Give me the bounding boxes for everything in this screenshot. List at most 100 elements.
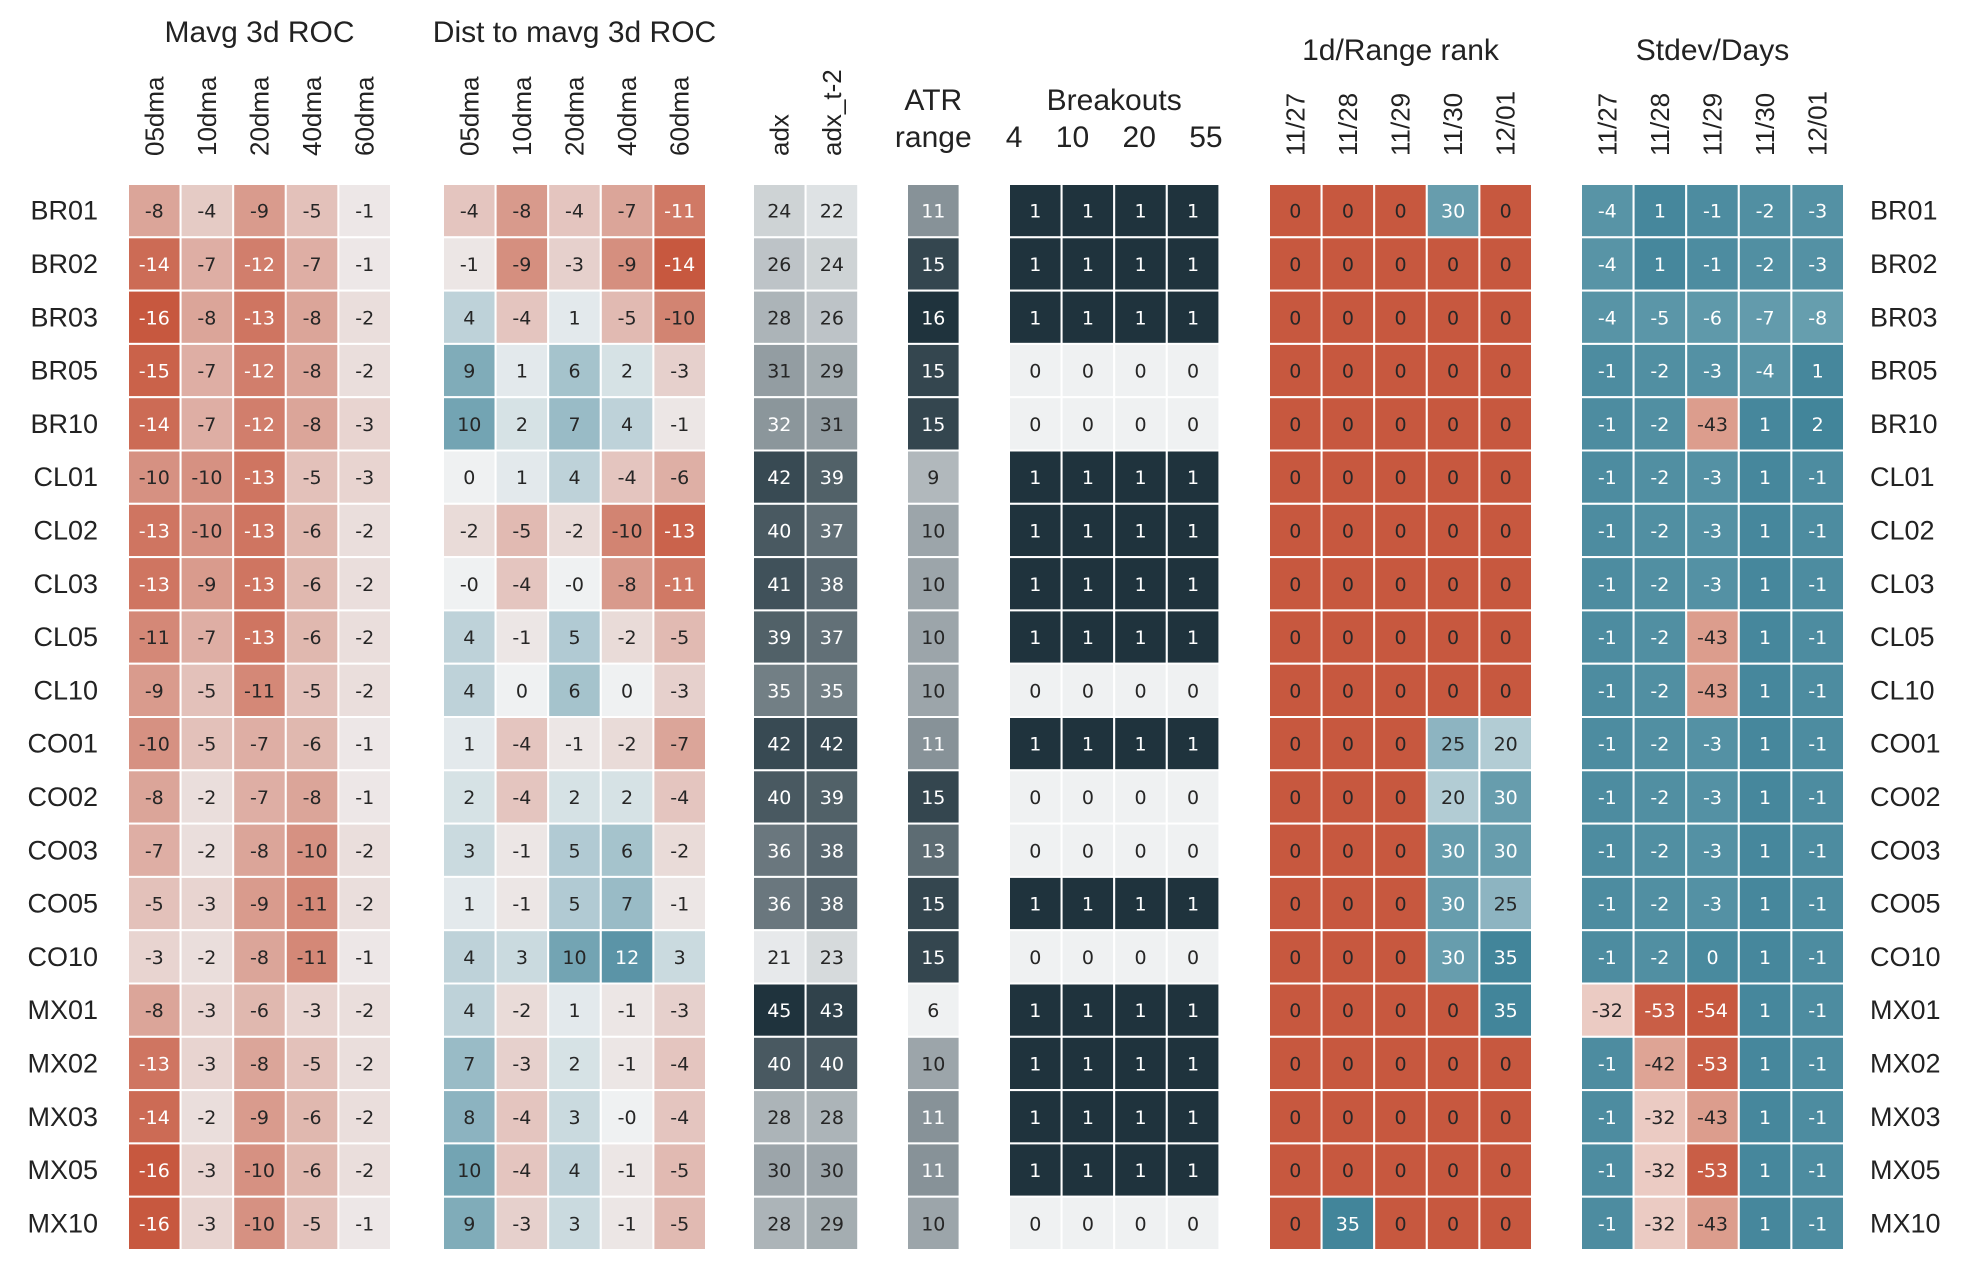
heatmap-cell	[1478, 929, 1534, 985]
heatmap-cell	[337, 929, 392, 985]
heatmap-cell	[599, 662, 655, 719]
heatmap-cell	[804, 396, 860, 452]
row-label-right: MX05	[1870, 1155, 1941, 1185]
heatmap-cell	[906, 396, 961, 452]
cell-value: 1	[1029, 574, 1041, 596]
cell-value: -32	[1644, 1107, 1675, 1129]
row-label-right: BR10	[1870, 409, 1938, 439]
cell-value: 1	[1187, 1053, 1199, 1075]
heatmap-cell	[1790, 1089, 1846, 1145]
heatmap-cell	[1632, 716, 1688, 772]
cell-value: 0	[1289, 1000, 1301, 1022]
heatmap-cell	[1373, 1089, 1428, 1145]
cell-value: 0	[1447, 307, 1459, 329]
cell-value: 12	[615, 947, 639, 969]
heatmap-cell	[652, 716, 708, 772]
heatmap-cell	[494, 449, 550, 505]
heatmap-cell	[232, 236, 287, 292]
cell-value: -1	[618, 1160, 637, 1182]
heatmap-cell	[179, 556, 235, 612]
heatmap-cell	[1268, 929, 1323, 985]
heatmap-cell	[752, 929, 807, 985]
heatmap-cell	[127, 1035, 182, 1092]
cell-value: 10	[921, 574, 945, 596]
cell-value: 15	[921, 787, 945, 809]
cell-value: 0	[1394, 734, 1406, 756]
cell-value: -7	[303, 254, 322, 276]
heatmap-cell	[1737, 449, 1793, 505]
cell-value: -2	[197, 840, 216, 862]
cell-value: 6	[568, 680, 580, 702]
cell-value: 28	[820, 1107, 844, 1129]
heatmap-cell	[906, 183, 961, 239]
cell-value: 0	[1706, 947, 1718, 969]
row-label-left: CO02	[27, 782, 98, 812]
cell-value: 1	[1134, 734, 1146, 756]
heatmap-cell	[127, 875, 182, 932]
heatmap-cell	[652, 1142, 708, 1198]
row-label-left: MX01	[27, 995, 98, 1025]
heatmap-cell	[1580, 342, 1635, 399]
cell-value: -2	[1650, 787, 1669, 809]
heatmap-cell	[179, 929, 235, 985]
cell-value: -3	[197, 1160, 216, 1182]
cell-value: -3	[1703, 574, 1722, 596]
cell-value: -1	[1598, 467, 1617, 489]
cell-value: 1	[1187, 1107, 1199, 1129]
cell-value: 32	[767, 414, 791, 436]
cell-value: -10	[664, 307, 695, 329]
heatmap-cell	[1478, 769, 1534, 825]
cell-value: 0	[1289, 840, 1301, 862]
cell-value: -2	[1650, 361, 1669, 383]
heatmap-cell	[1320, 1089, 1376, 1145]
cell-value: -6	[303, 574, 322, 596]
heatmap-cell	[752, 1089, 807, 1145]
cell-value: 0	[1394, 201, 1406, 223]
cell-value: 6	[927, 1000, 939, 1022]
heatmap-cell	[1737, 822, 1793, 878]
heatmap-cell	[232, 1195, 287, 1251]
row-label-left: BR10	[30, 409, 98, 439]
cell-value: -13	[244, 520, 275, 542]
cell-value: 1	[516, 361, 528, 383]
heatmap-cell	[1580, 769, 1635, 825]
cell-value: 15	[921, 947, 945, 969]
heatmap-cell	[1790, 609, 1846, 665]
heatmap-cell	[232, 1089, 287, 1145]
cell-value: 1	[1029, 894, 1041, 916]
cell-value: 20	[1494, 734, 1518, 756]
cell-value: -1	[1598, 574, 1617, 596]
heatmap-cell	[1632, 982, 1688, 1038]
heatmap-cell	[906, 716, 961, 772]
cell-value: 0	[1289, 361, 1301, 383]
heatmap-cell	[494, 183, 550, 239]
cell-value: 0	[1394, 894, 1406, 916]
cell-value: -4	[670, 1053, 689, 1075]
cell-value: 16	[921, 307, 945, 329]
cell-value: 30	[1494, 840, 1518, 862]
cell-value: -4	[460, 201, 479, 223]
row-label-left: MX10	[27, 1208, 98, 1238]
group-title: Dist to mavg 3d ROC	[433, 16, 716, 49]
heatmap-cell	[1113, 183, 1168, 239]
cell-value: 10	[921, 1213, 945, 1235]
group-title: 1d/Range rank	[1302, 34, 1500, 67]
cell-value: -3	[670, 680, 689, 702]
cell-value: 0	[1394, 254, 1406, 276]
cell-value: 0	[1342, 254, 1354, 276]
cell-value: 15	[921, 254, 945, 276]
heatmap-cell	[804, 502, 860, 559]
cell-value: -3	[197, 1053, 216, 1075]
heatmap-cell	[127, 716, 182, 772]
cell-value: 7	[568, 414, 580, 436]
cell-value: -1	[1598, 520, 1617, 542]
cell-value: -4	[197, 201, 216, 223]
cell-value: -5	[303, 1213, 322, 1235]
heatmap-cell	[1373, 1195, 1428, 1251]
heatmap-cell	[1580, 1142, 1635, 1198]
cell-value: -1	[1808, 680, 1827, 702]
cell-value: 0	[1134, 1213, 1146, 1235]
cell-value: 1	[1759, 467, 1771, 489]
cell-value: 1	[1759, 520, 1771, 542]
heatmap-cell	[127, 1142, 182, 1198]
